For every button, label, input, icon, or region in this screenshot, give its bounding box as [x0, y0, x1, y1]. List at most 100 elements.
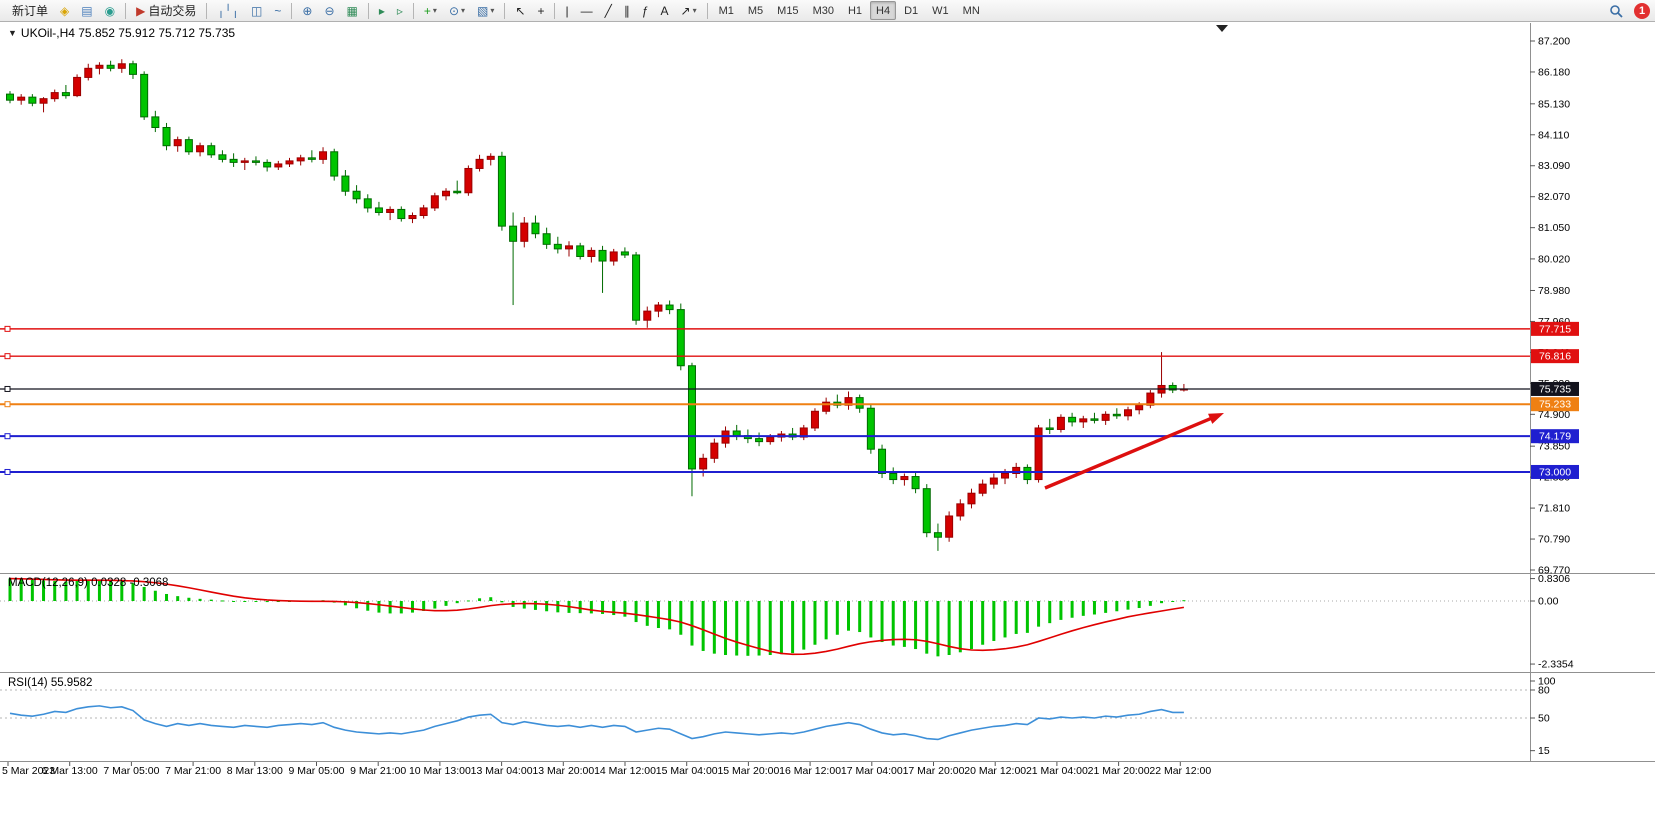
chart-shift-icon[interactable]: ▹ — [392, 1, 408, 21]
cursor-icon: ↖ — [515, 3, 526, 18]
candlestick-series — [6, 59, 1188, 551]
timeframe-d1-button[interactable]: D1 — [904, 4, 919, 17]
text-tool-icon: A — [660, 3, 669, 18]
auto-trading-button[interactable]: ▶ 自动交易 — [131, 1, 201, 21]
zoom-in-icon[interactable]: ⊕ — [297, 1, 317, 21]
toolbar: 新订单 ◈ ▤ ◉ ▶ 自动交易 ╷╵╷ ◫ ~ ⊕ ⊖ ▦ ▸ ▹ + ▾ ⊙ ▾ ▧ ▾ ↖ + | — ╱ ∥ ƒ A ↗ ▾ M1 M… — [0, 0, 1655, 22]
candlestick-mode-icon: ◫ — [251, 3, 263, 18]
bar-chart-mode-icon[interactable]: ╷╵╷ — [212, 1, 244, 21]
notification-badge[interactable]: 1 — [1634, 2, 1650, 19]
toolbar-right: 1 — [1603, 1, 1652, 21]
line-chart-mode-icon: ~ — [274, 3, 282, 18]
auto-scroll-icon[interactable]: ▸ — [374, 1, 390, 21]
svg-text:13 Mar 20:00: 13 Mar 20:00 — [532, 765, 594, 777]
svg-text:6 Mar 13:00: 6 Mar 13:00 — [42, 765, 98, 777]
toolbar-separator — [125, 2, 127, 19]
price-line-label: 73.000 — [1531, 464, 1579, 479]
periods-icon[interactable]: ⊙ ▾ — [444, 1, 470, 21]
horizontal-lines[interactable] — [0, 325, 1530, 475]
timeframe-m15-button[interactable]: M15 — [777, 4, 799, 17]
trendline-icon[interactable]: ╱ — [600, 1, 617, 21]
svg-text:50: 50 — [1538, 713, 1550, 725]
price-line-label: 75.735 — [1531, 381, 1579, 396]
chevron-down-icon: ▾ — [432, 6, 437, 15]
svg-text:71.810: 71.810 — [1538, 503, 1570, 515]
svg-text:77.715: 77.715 — [1539, 323, 1571, 335]
svg-text:74.900: 74.900 — [1538, 409, 1570, 421]
toolbar-separator — [504, 2, 506, 19]
svg-text:83.090: 83.090 — [1538, 160, 1570, 172]
bar-chart-mode-icon: ╷╵╷ — [217, 3, 240, 18]
line-chart-mode-icon[interactable]: ~ — [269, 1, 286, 21]
timeframe-m1-button[interactable]: M1 — [718, 4, 734, 17]
svg-text:15 Mar 20:00: 15 Mar 20:00 — [717, 765, 779, 777]
toolbar-separator — [367, 2, 369, 19]
svg-text:82.070: 82.070 — [1538, 191, 1570, 203]
svg-text:80: 80 — [1538, 685, 1550, 697]
svg-text:21 Mar 04:00: 21 Mar 04:00 — [1026, 765, 1088, 777]
arrows-tool-icon[interactable]: ↗ ▾ — [676, 1, 702, 21]
timeframe-m5-button[interactable]: M5 — [747, 4, 764, 17]
price-line-labels: 77.715 76.816 75.735 75.233 74.179 73.000 — [1531, 321, 1579, 479]
market-watch-icon: ◉ — [104, 3, 116, 18]
svg-text:17 Mar 04:00: 17 Mar 04:00 — [841, 765, 903, 777]
profiles-icon: ▤ — [81, 3, 93, 18]
charts-cascade-icon[interactable]: ◈ — [55, 1, 74, 21]
svg-text:78.980: 78.980 — [1538, 285, 1570, 297]
svg-text:9 Mar 21:00: 9 Mar 21:00 — [350, 765, 406, 777]
chart-shift-marker[interactable] — [1216, 25, 1228, 32]
fibonacci-icon[interactable]: ƒ — [637, 1, 654, 21]
panel-frame — [0, 23, 1655, 762]
svg-text:10 Mar 13:00: 10 Mar 13:00 — [409, 765, 471, 777]
crosshair-icon[interactable]: + — [532, 1, 549, 21]
svg-text:15 Mar 04:00: 15 Mar 04:00 — [656, 765, 718, 777]
auto-scroll-icon: ▸ — [378, 3, 385, 18]
trendline-icon: ╱ — [604, 3, 612, 18]
trend-arrow[interactable] — [1044, 413, 1224, 490]
timeframe-h4-button[interactable]: H4 — [870, 1, 897, 20]
zoom-out-icon[interactable]: ⊖ — [319, 1, 339, 21]
toolbar-separator — [206, 2, 208, 19]
horizontal-line-icon[interactable]: — — [576, 1, 598, 21]
text-tool-icon[interactable]: A — [656, 1, 674, 21]
profiles-icon[interactable]: ▤ — [76, 1, 97, 21]
new-order-button-label: 新订单 — [12, 4, 49, 18]
indicators-icon: + — [423, 3, 431, 18]
market-watch-icon[interactable]: ◉ — [100, 1, 120, 21]
svg-text:7 Mar 05:00: 7 Mar 05:00 — [103, 765, 159, 777]
candlestick-mode-icon[interactable]: ◫ — [246, 1, 267, 21]
price-line-label: 77.715 — [1531, 321, 1579, 336]
indicators-icon[interactable]: + ▾ — [419, 1, 442, 21]
cursor-icon[interactable]: ↖ — [510, 1, 530, 21]
channel-icon[interactable]: ∥ — [619, 1, 635, 21]
svg-text:13 Mar 04:00: 13 Mar 04:00 — [471, 765, 533, 777]
vertical-line-icon[interactable]: | — [560, 1, 573, 21]
svg-text:17 Mar 20:00: 17 Mar 20:00 — [903, 765, 965, 777]
svg-text:87.200: 87.200 — [1538, 36, 1570, 48]
timeframe-w1-button[interactable]: W1 — [932, 4, 949, 17]
toolbar-separator — [554, 2, 556, 19]
templates-icon: ▧ — [477, 3, 489, 18]
price-axis: 87.200 86.180 85.130 84.110 83.090 82.070 81.0… — [1530, 36, 1570, 577]
svg-text:85.130: 85.130 — [1538, 98, 1570, 110]
tile-windows-icon[interactable]: ▦ — [342, 1, 363, 21]
svg-text:86.180: 86.180 — [1538, 66, 1570, 78]
svg-text:15: 15 — [1538, 745, 1550, 757]
svg-text:69.770: 69.770 — [1538, 565, 1570, 577]
search-icon[interactable] — [1604, 1, 1628, 21]
svg-text:5 Mar 2023: 5 Mar 2023 — [2, 765, 55, 777]
templates-icon[interactable]: ▧ ▾ — [472, 1, 499, 21]
chevron-down-icon: ▾ — [461, 6, 466, 15]
timeframe-mn-button[interactable]: MN — [962, 4, 980, 17]
zoom-in-icon: ⊕ — [302, 3, 313, 18]
crosshair-icon: + — [537, 3, 545, 18]
timeframe-m30-button[interactable]: M30 — [812, 4, 834, 17]
timeframe-h1-button[interactable]: H1 — [847, 4, 863, 17]
svg-text:0.8306: 0.8306 — [1538, 573, 1570, 585]
new-order-button[interactable]: 新订单 — [4, 1, 53, 21]
svg-text:76.816: 76.816 — [1539, 351, 1571, 363]
toolbar-separator — [706, 2, 708, 19]
svg-text:75.233: 75.233 — [1539, 399, 1571, 411]
